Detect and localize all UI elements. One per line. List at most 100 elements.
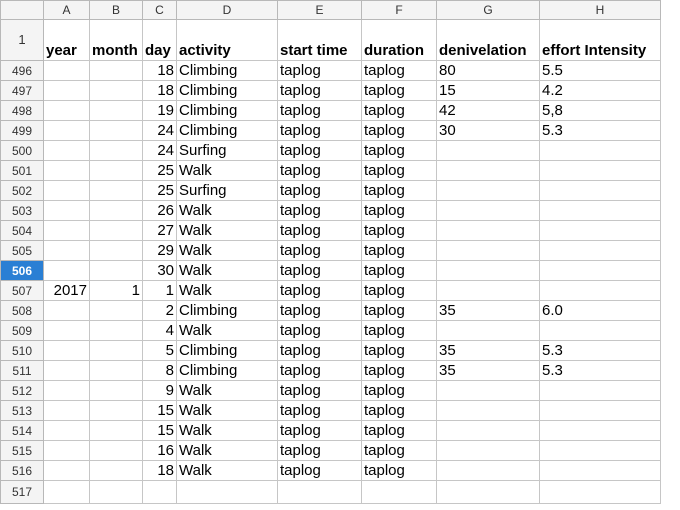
cell-denivelation[interactable]: 35 xyxy=(436,340,540,361)
cell-denivelation[interactable] xyxy=(436,240,540,261)
cell-month[interactable] xyxy=(89,220,143,241)
cell-activity[interactable]: Surfing xyxy=(176,140,278,161)
cell-year[interactable] xyxy=(43,300,90,321)
row-header[interactable]: 496 xyxy=(0,60,44,81)
cell-month[interactable] xyxy=(89,420,143,441)
cell-denivelation[interactable] xyxy=(436,460,540,481)
cell-denivelation[interactable]: 15 xyxy=(436,80,540,101)
cell-duration[interactable]: taplog xyxy=(361,120,437,141)
cell-day[interactable]: 18 xyxy=(142,460,177,481)
cell-start-time[interactable]: taplog xyxy=(277,60,362,81)
cell-month[interactable] xyxy=(89,140,143,161)
cell-day[interactable]: 24 xyxy=(142,140,177,161)
cell-effort-intensity[interactable] xyxy=(539,420,661,441)
cell-effort-intensity[interactable]: 5.3 xyxy=(539,340,661,361)
cell-header-start-time[interactable]: start time xyxy=(277,19,362,61)
cell-activity[interactable]: Climbing xyxy=(176,120,278,141)
cell-year[interactable] xyxy=(43,100,90,121)
cell-start-time[interactable]: taplog xyxy=(277,240,362,261)
cell-start-time[interactable]: taplog xyxy=(277,400,362,421)
row-header[interactable]: 514 xyxy=(0,420,44,441)
cell-year[interactable] xyxy=(43,360,90,381)
cell-denivelation[interactable] xyxy=(436,400,540,421)
cell-activity[interactable]: Walk xyxy=(176,240,278,261)
column-header-h[interactable]: H xyxy=(539,0,661,20)
row-header[interactable]: 516 xyxy=(0,460,44,481)
cell-month[interactable] xyxy=(89,300,143,321)
cell-month[interactable] xyxy=(89,480,143,504)
cell-duration[interactable] xyxy=(361,480,437,504)
cell-denivelation[interactable] xyxy=(436,320,540,341)
cell-day[interactable]: 30 xyxy=(142,260,177,281)
cell-effort-intensity[interactable]: 5.3 xyxy=(539,120,661,141)
cell-duration[interactable]: taplog xyxy=(361,300,437,321)
cell-year[interactable] xyxy=(43,400,90,421)
cell-start-time[interactable]: taplog xyxy=(277,380,362,401)
cell-header-duration[interactable]: duration xyxy=(361,19,437,61)
cell-day[interactable]: 9 xyxy=(142,380,177,401)
cell-year[interactable] xyxy=(43,380,90,401)
cell-month[interactable] xyxy=(89,160,143,181)
cell-start-time[interactable]: taplog xyxy=(277,360,362,381)
cell-effort-intensity[interactable]: 5,8 xyxy=(539,100,661,121)
cell-activity[interactable]: Climbing xyxy=(176,100,278,121)
cell-duration[interactable]: taplog xyxy=(361,200,437,221)
cell-activity[interactable]: Climbing xyxy=(176,300,278,321)
cell-start-time[interactable]: taplog xyxy=(277,80,362,101)
cell-duration[interactable]: taplog xyxy=(361,380,437,401)
cell-day[interactable]: 26 xyxy=(142,200,177,221)
cell-month[interactable] xyxy=(89,80,143,101)
cell-effort-intensity[interactable]: 4.2 xyxy=(539,80,661,101)
column-header-b[interactable]: B xyxy=(89,0,143,20)
row-header[interactable]: 517 xyxy=(0,480,44,504)
cell-month[interactable] xyxy=(89,240,143,261)
cell-denivelation[interactable] xyxy=(436,440,540,461)
row-header[interactable]: 497 xyxy=(0,80,44,101)
cell-effort-intensity[interactable]: 5.3 xyxy=(539,360,661,381)
cell-denivelation[interactable] xyxy=(436,160,540,181)
cell-duration[interactable]: taplog xyxy=(361,460,437,481)
cell-activity[interactable]: Climbing xyxy=(176,80,278,101)
column-header-g[interactable]: G xyxy=(436,0,540,20)
row-header[interactable]: 510 xyxy=(0,340,44,361)
cell-denivelation[interactable]: 35 xyxy=(436,360,540,381)
cell-effort-intensity[interactable] xyxy=(539,280,661,301)
cell-month[interactable] xyxy=(89,320,143,341)
row-header[interactable]: 499 xyxy=(0,120,44,141)
cell-denivelation[interactable] xyxy=(436,420,540,441)
cell-year[interactable] xyxy=(43,460,90,481)
cell-header-activity[interactable]: activity xyxy=(176,19,278,61)
cell-denivelation[interactable] xyxy=(436,280,540,301)
cell-month[interactable] xyxy=(89,120,143,141)
cell-header-month[interactable]: month xyxy=(89,19,143,61)
cell-effort-intensity[interactable] xyxy=(539,240,661,261)
cell-year[interactable] xyxy=(43,180,90,201)
cell-effort-intensity[interactable] xyxy=(539,480,661,504)
cell-activity[interactable]: Walk xyxy=(176,280,278,301)
cell-start-time[interactable]: taplog xyxy=(277,260,362,281)
column-header-a[interactable]: A xyxy=(43,0,90,20)
cell-activity[interactable]: Walk xyxy=(176,440,278,461)
cell-duration[interactable]: taplog xyxy=(361,180,437,201)
cell-activity[interactable]: Walk xyxy=(176,460,278,481)
cell-activity[interactable]: Walk xyxy=(176,160,278,181)
cell-activity[interactable]: Walk xyxy=(176,260,278,281)
cell-start-time[interactable]: taplog xyxy=(277,280,362,301)
cell-duration[interactable]: taplog xyxy=(361,160,437,181)
cell-month[interactable] xyxy=(89,460,143,481)
cell-duration[interactable]: taplog xyxy=(361,360,437,381)
cell-start-time[interactable]: taplog xyxy=(277,320,362,341)
cell-year[interactable] xyxy=(43,220,90,241)
cell-start-time[interactable]: taplog xyxy=(277,420,362,441)
cell-duration[interactable]: taplog xyxy=(361,340,437,361)
cell-duration[interactable]: taplog xyxy=(361,100,437,121)
cell-activity[interactable]: Climbing xyxy=(176,340,278,361)
cell-year[interactable] xyxy=(43,120,90,141)
cell-day[interactable]: 25 xyxy=(142,160,177,181)
cell-month[interactable] xyxy=(89,340,143,361)
cell-month[interactable] xyxy=(89,100,143,121)
row-header[interactable]: 507 xyxy=(0,280,44,301)
cell-denivelation[interactable] xyxy=(436,200,540,221)
cell-year[interactable] xyxy=(43,440,90,461)
column-header-f[interactable]: F xyxy=(361,0,437,20)
